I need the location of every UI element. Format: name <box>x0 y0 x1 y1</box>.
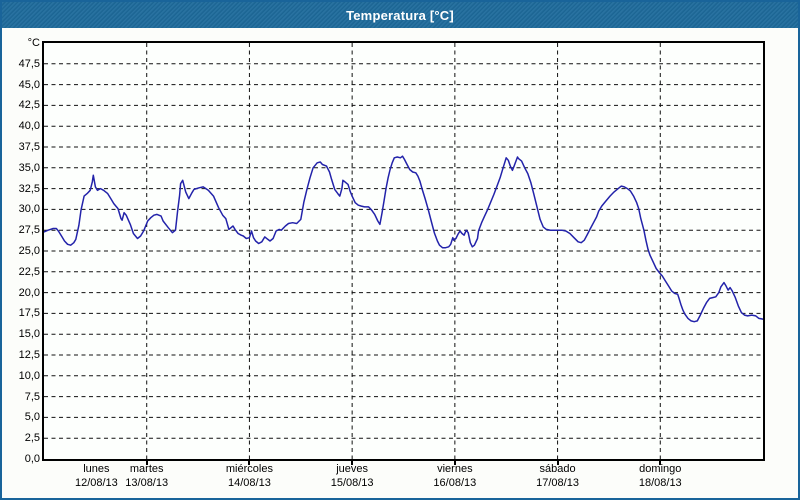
title-bar: Temperatura [°C] <box>2 2 798 28</box>
x-day-label: miércoles <box>225 463 273 475</box>
x-axis-tick <box>248 461 251 465</box>
x-day-label: domingo <box>639 463 682 475</box>
x-axis-tick <box>145 461 148 465</box>
x-date-label: 16/08/13 <box>433 477 477 489</box>
y-axis-unit-label: °C <box>27 37 40 49</box>
y-tick-label: 2,5 <box>24 432 40 445</box>
x-date-label: 18/08/13 <box>638 477 682 489</box>
x-axis-tick <box>453 461 456 465</box>
y-tick-label: 45,0 <box>18 78 40 91</box>
y-tick-label: 27,5 <box>18 224 40 237</box>
x-day-label: viernes <box>437 463 473 475</box>
y-tick-label: 0,0 <box>24 453 40 465</box>
x-day-label: lunes <box>83 463 110 475</box>
y-tick-label: 20,0 <box>18 286 40 299</box>
y-tick-label: 37,5 <box>18 141 40 153</box>
x-axis-tick <box>556 461 559 465</box>
y-tick-label: 17,5 <box>18 307 40 320</box>
x-date-label: 17/08/13 <box>536 477 579 489</box>
temperature-line-chart <box>44 43 763 459</box>
x-date-label: 13/08/13 <box>125 477 169 489</box>
y-tick-label: 12,5 <box>18 349 40 361</box>
x-axis-tick <box>351 461 354 465</box>
y-tick-label: 42,5 <box>18 99 40 112</box>
x-day-label: sábado <box>539 463 576 475</box>
x-day-label: martes <box>129 463 164 475</box>
x-date-label: 12/08/13 <box>74 477 118 489</box>
x-date-label: 14/08/13 <box>228 477 271 489</box>
chart-title: Temperatura [°C] <box>346 7 454 23</box>
x-day-label: jueves <box>336 463 369 475</box>
x-date-label: 15/08/13 <box>330 477 374 489</box>
temperature-series-line <box>44 155 763 323</box>
y-tick-label: 5,0 <box>24 411 40 424</box>
y-tick-label: 7,5 <box>24 390 40 403</box>
y-tick-label: 40,0 <box>18 120 40 133</box>
y-tick-label: 35,0 <box>18 161 40 174</box>
y-tick-label: 22,5 <box>18 265 40 278</box>
plot-area <box>42 41 765 461</box>
x-axis-tick <box>659 461 662 465</box>
y-tick-label: 15,0 <box>18 328 40 341</box>
y-tick-label: 30,0 <box>18 203 40 216</box>
y-tick-label: 10,0 <box>18 369 40 382</box>
y-tick-label: 47,5 <box>18 57 40 70</box>
y-tick-label: 25,0 <box>18 245 40 257</box>
y-tick-label: 32,5 <box>18 182 40 195</box>
chart-area: °C 0,0 2,5 5,0 7,5 10,0 12,5 15,0 17,5 20,0 22,5 2… <box>2 28 798 498</box>
